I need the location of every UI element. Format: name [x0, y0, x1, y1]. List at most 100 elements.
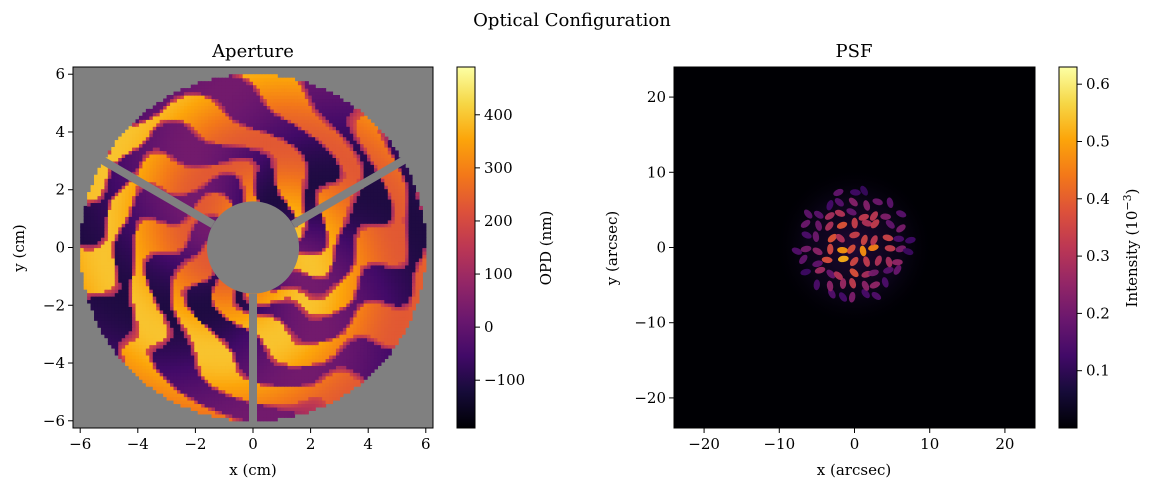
- phase-cell: [315, 250, 320, 256]
- phase-cell: [304, 410, 309, 415]
- phase-cell: [384, 268, 389, 273]
- phase-cell: [190, 264, 195, 269]
- phase-cell: [287, 296, 292, 301]
- phase-cell: [377, 330, 382, 335]
- phase-cell: [183, 264, 188, 269]
- phase-cell: [145, 257, 150, 262]
- phase-cell: [342, 250, 347, 256]
- phase-cell: [163, 219, 168, 224]
- phase-cell: [391, 285, 396, 290]
- phase-cell: [111, 226, 116, 231]
- phase-cell: [208, 296, 213, 301]
- phase-cell: [246, 358, 251, 363]
- phase-cell: [294, 323, 299, 328]
- phase-cell: [349, 323, 354, 328]
- phase-cell: [201, 375, 206, 380]
- phase-cell: [173, 247, 178, 252]
- phase-cell: [315, 348, 320, 353]
- phase-cell: [145, 330, 150, 335]
- phase-cell: [111, 313, 116, 318]
- phase-cell: [273, 393, 278, 398]
- phase-cell: [367, 240, 372, 245]
- phase-cell: [214, 334, 220, 339]
- phase-cell: [297, 358, 302, 363]
- phase-cell: [353, 316, 358, 321]
- phase-cell: [291, 323, 296, 328]
- phase-cell: [232, 302, 237, 308]
- phase-cell: [225, 361, 230, 366]
- phase-cell: [256, 292, 261, 297]
- phase-cell: [380, 292, 385, 297]
- phase-cell: [401, 302, 406, 308]
- phase-cell: [353, 292, 358, 297]
- phase-cell: [121, 278, 126, 283]
- phase-cell: [104, 309, 109, 314]
- phase-cell: [346, 372, 351, 377]
- phase-cell: [246, 368, 251, 373]
- phase-cell: [118, 341, 123, 346]
- phase-cell: [318, 250, 323, 256]
- phase-cell: [118, 313, 123, 318]
- phase-cell: [214, 386, 220, 391]
- phase-cell: [311, 389, 316, 394]
- phase-cell: [270, 341, 275, 346]
- phase-cell: [391, 219, 396, 224]
- phase-cell: [201, 351, 206, 356]
- phase-cell: [339, 334, 344, 339]
- phase-cell: [273, 413, 278, 418]
- phase-cell: [294, 306, 299, 311]
- phase-cell: [218, 375, 223, 380]
- phase-cell: [242, 379, 247, 384]
- phase-cell: [256, 323, 261, 328]
- phase-cell: [415, 219, 420, 224]
- phase-cell: [180, 386, 185, 391]
- phase-cell: [201, 306, 206, 311]
- phase-cell: [235, 413, 240, 418]
- phase-cell: [308, 230, 313, 235]
- phase-cell: [149, 226, 154, 231]
- phase-cell: [221, 289, 226, 294]
- phase-cell: [377, 289, 382, 294]
- phase-cell: [346, 354, 351, 359]
- phase-cell: [284, 309, 289, 314]
- phase-cell: [159, 323, 164, 328]
- phase-cell: [360, 368, 365, 373]
- phase-cell: [221, 209, 226, 214]
- phase-cell: [294, 278, 299, 283]
- phase-cell: [239, 354, 244, 359]
- phase-cell: [311, 237, 316, 242]
- phase-cell: [380, 341, 385, 346]
- phase-cell: [104, 230, 109, 235]
- phase-cell: [194, 316, 199, 321]
- phase-cell: [329, 299, 334, 304]
- phase-cell: [83, 271, 88, 276]
- phase-cell: [190, 358, 195, 363]
- phase-cell: [373, 361, 379, 366]
- phase-cell: [266, 344, 271, 349]
- phase-cell: [201, 372, 206, 377]
- phase-cell: [138, 271, 144, 276]
- phase-cell: [194, 379, 199, 384]
- phase-cell: [367, 313, 372, 318]
- phase-cell: [152, 250, 157, 256]
- phase-cell: [225, 358, 230, 363]
- phase-cell: [353, 254, 358, 259]
- phase-cell: [356, 313, 361, 318]
- phase-cell: [128, 334, 133, 339]
- phase-cell: [325, 375, 330, 380]
- phase-cell: [346, 337, 351, 342]
- phase-cell: [149, 361, 154, 366]
- phase-cell: [415, 257, 420, 262]
- phase-cell: [346, 361, 351, 366]
- phase-cell: [135, 358, 140, 363]
- phase-cell: [280, 358, 285, 363]
- phase-cell: [187, 282, 192, 287]
- phase-cell: [170, 244, 175, 249]
- phase-cell: [339, 233, 344, 238]
- phase-cell: [194, 341, 199, 346]
- phase-cell: [411, 289, 417, 294]
- phase-cell: [190, 216, 195, 221]
- phase-cell: [166, 361, 171, 366]
- phase-cell: [239, 309, 244, 314]
- phase-cell: [214, 413, 220, 418]
